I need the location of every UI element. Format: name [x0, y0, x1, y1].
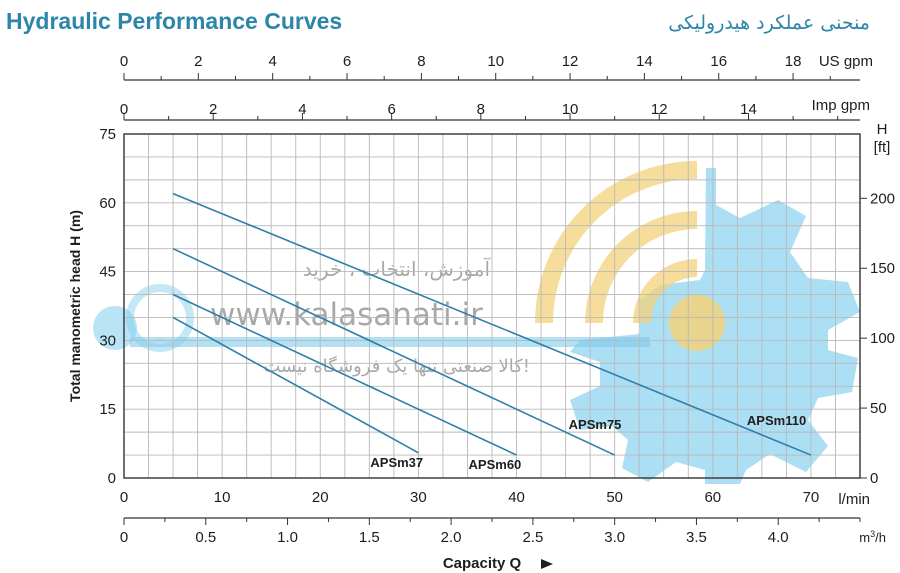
- y-tick-label: 60: [99, 195, 116, 212]
- x-tick-label: 60: [704, 489, 721, 506]
- y-secondary-tick-label: 50: [870, 400, 887, 417]
- y-secondary-tick-label: 200: [870, 190, 895, 207]
- y-tick-label: 75: [99, 126, 116, 143]
- caption-arrow-icon: [541, 559, 553, 569]
- x-tick-label: 40: [508, 489, 525, 506]
- grid: [123, 133, 861, 479]
- series-line-apsm37: [172, 316, 419, 454]
- series-line-apsm60: [172, 293, 517, 456]
- m3h-axis-tick-label: 2.5: [522, 529, 543, 546]
- imp-gpm-axis-tick-label: 10: [562, 101, 579, 118]
- watermark-gear-hub-icon: [669, 295, 725, 351]
- y-secondary-tick-label: 150: [870, 260, 895, 277]
- m3h-axis-unit: m3/h: [859, 529, 886, 545]
- us-gpm-axis-tick-label: 12: [562, 53, 579, 70]
- imp-gpm-axis-tick-label: 0: [120, 101, 128, 118]
- us-gpm-axis-tick-label: 2: [194, 53, 202, 70]
- imp-gpm-axis-tick-label: 8: [477, 101, 485, 118]
- us-gpm-axis-tick-label: 16: [710, 53, 727, 70]
- watermark-arc-icon: [585, 211, 698, 324]
- watermark-arc-icon: [633, 259, 698, 324]
- x-tick-label: 70: [803, 489, 820, 506]
- series-label-apsm37: APSm37: [370, 455, 423, 470]
- m3h-axis-tick-label: 0.5: [195, 529, 216, 546]
- x-axis-caption: Capacity Q: [443, 555, 522, 572]
- x-axis-unit: l/min: [838, 491, 870, 508]
- imp-gpm-axis-tick-label: 4: [298, 101, 306, 118]
- x-tick-label: 50: [606, 489, 623, 506]
- y-secondary-axis-unit: [ft]: [874, 139, 891, 156]
- m3h-axis-tick-label: 0: [120, 529, 128, 546]
- imp-gpm-axis-tick-label: 2: [209, 101, 217, 118]
- imp-gpm-axis-tick-label: 14: [740, 101, 757, 118]
- imp-gpm-axis-unit: Imp gpm: [812, 97, 870, 114]
- m3h-axis-tick-label: 3.0: [604, 529, 625, 546]
- us-gpm-axis-tick-label: 10: [487, 53, 504, 70]
- watermark-drop-icon: [93, 306, 137, 350]
- y-tick-label: 30: [99, 332, 116, 349]
- chart-title-persian: منحنی عملکرد هیدرولیکی: [668, 12, 870, 34]
- watermark: آموزش، انتخاب ، خرید www.kalasanati.ir ک…: [93, 161, 860, 484]
- x-tick-label: 0: [120, 489, 128, 506]
- series: APSm37 APSm60 APSm75 APSm110: [172, 192, 812, 472]
- us-gpm-axis-tick-label: 6: [343, 53, 351, 70]
- imp-gpm-axis-tick-label: 12: [651, 101, 668, 118]
- m3h-axis-tick-label: 1.0: [277, 529, 298, 546]
- m3h-axis-tick-label: 4.0: [768, 529, 789, 546]
- plot-frame: [123, 133, 861, 479]
- m3h-axis-tick-label: 1.5: [359, 529, 380, 546]
- watermark-text-line2: www.kalasanati.ir: [210, 297, 483, 333]
- m3h-axis-tick-label: 3.5: [686, 529, 707, 546]
- m3h-axis-tick-label: 2.0: [441, 529, 462, 546]
- y-secondary-tick-label: 0: [870, 470, 878, 487]
- y-axis-title: Total manometric head H (m): [67, 210, 83, 402]
- watermark-text-line1: آموزش، انتخاب ، خرید: [303, 256, 492, 281]
- y-secondary-axis-title: H: [877, 121, 888, 138]
- us-gpm-axis-unit: US gpm: [819, 53, 873, 70]
- series-label-apsm75: APSm75: [569, 417, 622, 432]
- chart-title: Hydraulic Performance Curves: [6, 8, 343, 34]
- us-gpm-axis-tick-label: 4: [269, 53, 277, 70]
- series-line-apsm75: [172, 247, 616, 456]
- series-label-apsm110: APSm110: [747, 413, 806, 428]
- y-tick-label: 15: [99, 401, 116, 418]
- x-tick-label: 20: [312, 489, 329, 506]
- watermark-text-line3: کالا صنعتی تنها یک فروشگاه نیست!: [263, 355, 530, 377]
- x-tick-label: 30: [410, 489, 427, 506]
- y-tick-label: 45: [99, 264, 116, 281]
- series-label-apsm60: APSm60: [469, 457, 522, 472]
- us-gpm-axis-tick-label: 0: [120, 53, 128, 70]
- us-gpm-axis-tick-label: 14: [636, 53, 653, 70]
- us-gpm-axis-tick-label: 18: [785, 53, 802, 70]
- x-tick-label: 10: [214, 489, 231, 506]
- watermark-ring-icon: [126, 284, 194, 352]
- us-gpm-axis-tick-label: 8: [417, 53, 425, 70]
- y-tick-label: 0: [108, 470, 116, 487]
- y-secondary-tick-label: 100: [870, 330, 895, 347]
- series-line-apsm110: [172, 192, 812, 456]
- imp-gpm-axis-tick-label: 6: [387, 101, 395, 118]
